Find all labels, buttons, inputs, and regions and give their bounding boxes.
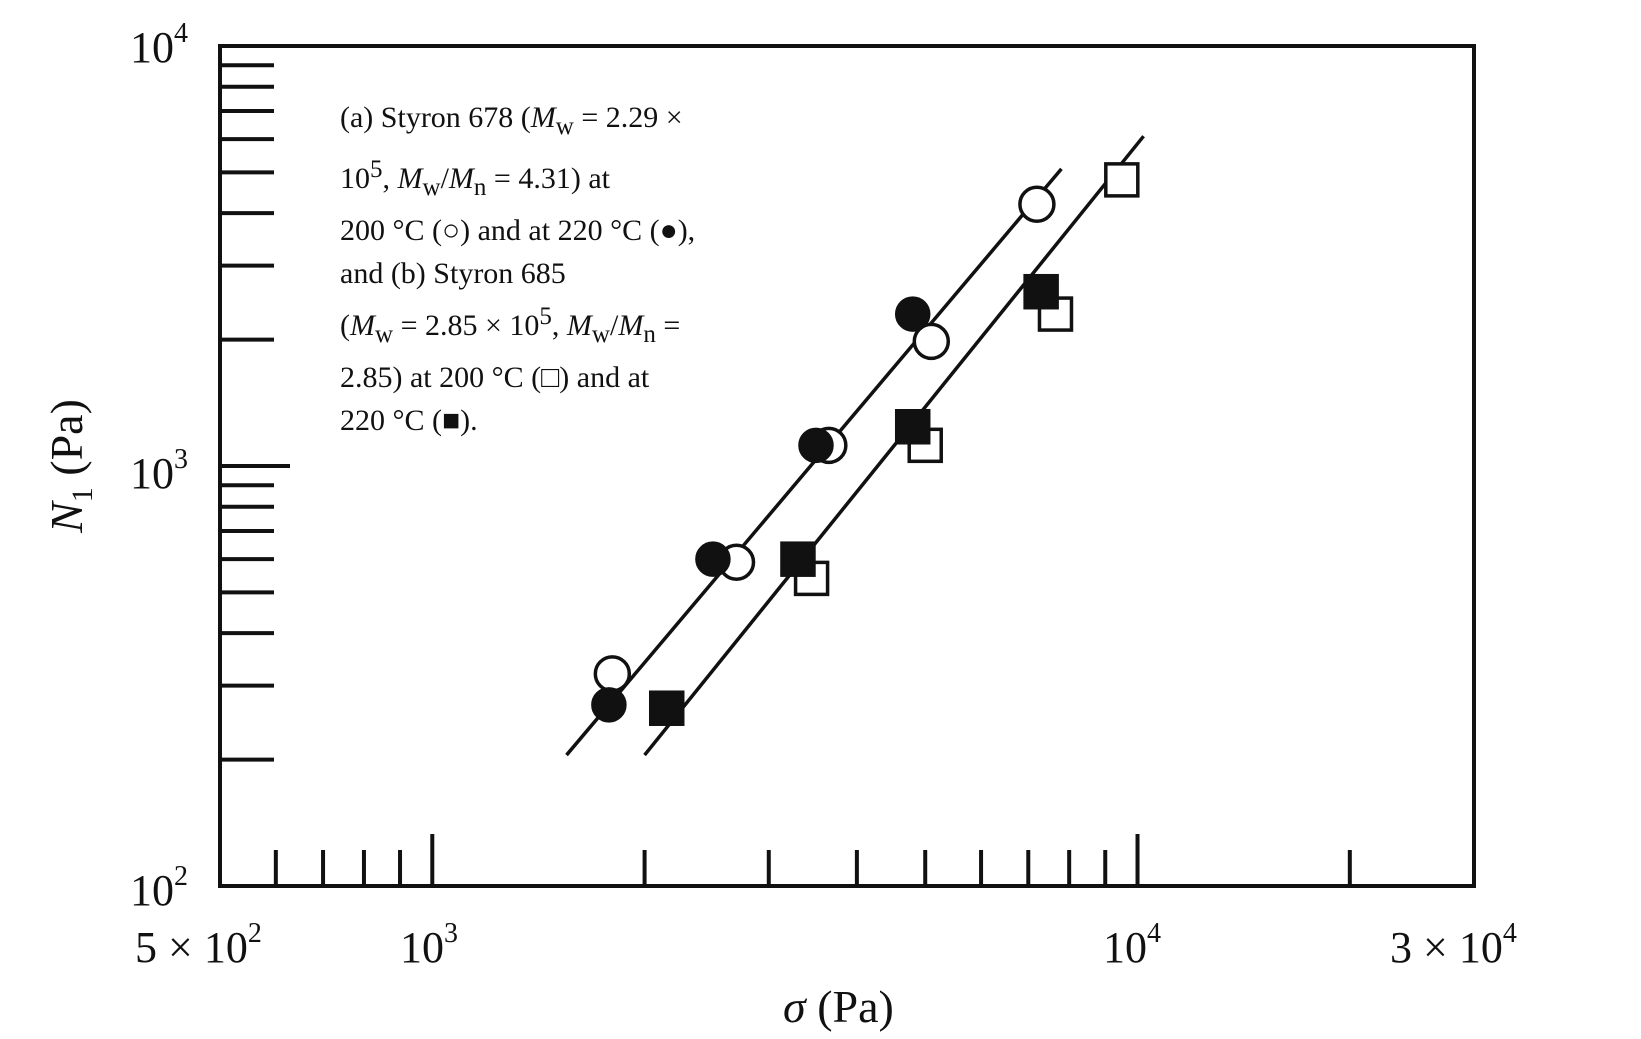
x-axis-title: σ (Pa) xyxy=(783,981,894,1032)
legend: (a) Styron 678 (Mw = 2.29 × 105, Mw/Mn =… xyxy=(340,96,810,442)
square-filled-point-4 xyxy=(1023,273,1059,310)
y-tick-label-1000: 103 xyxy=(130,444,188,498)
legend-line-6: 2.85) at 200 °C (□) and at xyxy=(340,361,650,394)
x-tick-label-10000: 104 xyxy=(1103,918,1161,972)
data-markers xyxy=(591,162,1140,726)
y-axis-title: N1 (Pa) xyxy=(41,399,99,534)
y-tick-label-100: 102 xyxy=(130,861,188,915)
circle-open-point-1 xyxy=(593,655,632,693)
square-open-point-4 xyxy=(1104,162,1140,198)
circle-filled-point-3 xyxy=(798,427,834,464)
x-tick-label-500: 5 × 102 xyxy=(135,918,262,972)
legend-line-4: and (b) Styron 685 xyxy=(340,257,566,290)
circle-open-point-4 xyxy=(912,322,951,361)
y-tick-label-10000: 104 xyxy=(130,18,188,72)
legend-line-3: 200 °C (○) and at 220 °C (●), xyxy=(340,214,696,247)
legend-line-5: (Mw = 2.85 × 105, Mw/Mn = xyxy=(340,303,681,348)
legend-line-7: 220 °C (■). xyxy=(340,404,478,437)
square-filled-point-3 xyxy=(894,409,931,445)
square-filled-point-2 xyxy=(780,541,816,577)
axis-ticks xyxy=(218,63,1352,886)
legend-line-2: 105, Mw/Mn = 4.31) at xyxy=(340,156,610,201)
circle-filled-point-2 xyxy=(695,541,731,577)
circle-filled-point-4 xyxy=(894,296,931,332)
square-filled-point-1 xyxy=(648,690,685,726)
circle-filled-point-1 xyxy=(591,687,627,723)
x-tick-label-30000: 3 × 104 xyxy=(1390,918,1517,972)
fit-line-2 xyxy=(643,135,1145,757)
x-tick-label-1000: 103 xyxy=(400,918,458,972)
circle-open-point-5 xyxy=(1018,185,1056,223)
legend-line-1: (a) Styron 678 (Mw = 2.29 × xyxy=(340,101,683,140)
